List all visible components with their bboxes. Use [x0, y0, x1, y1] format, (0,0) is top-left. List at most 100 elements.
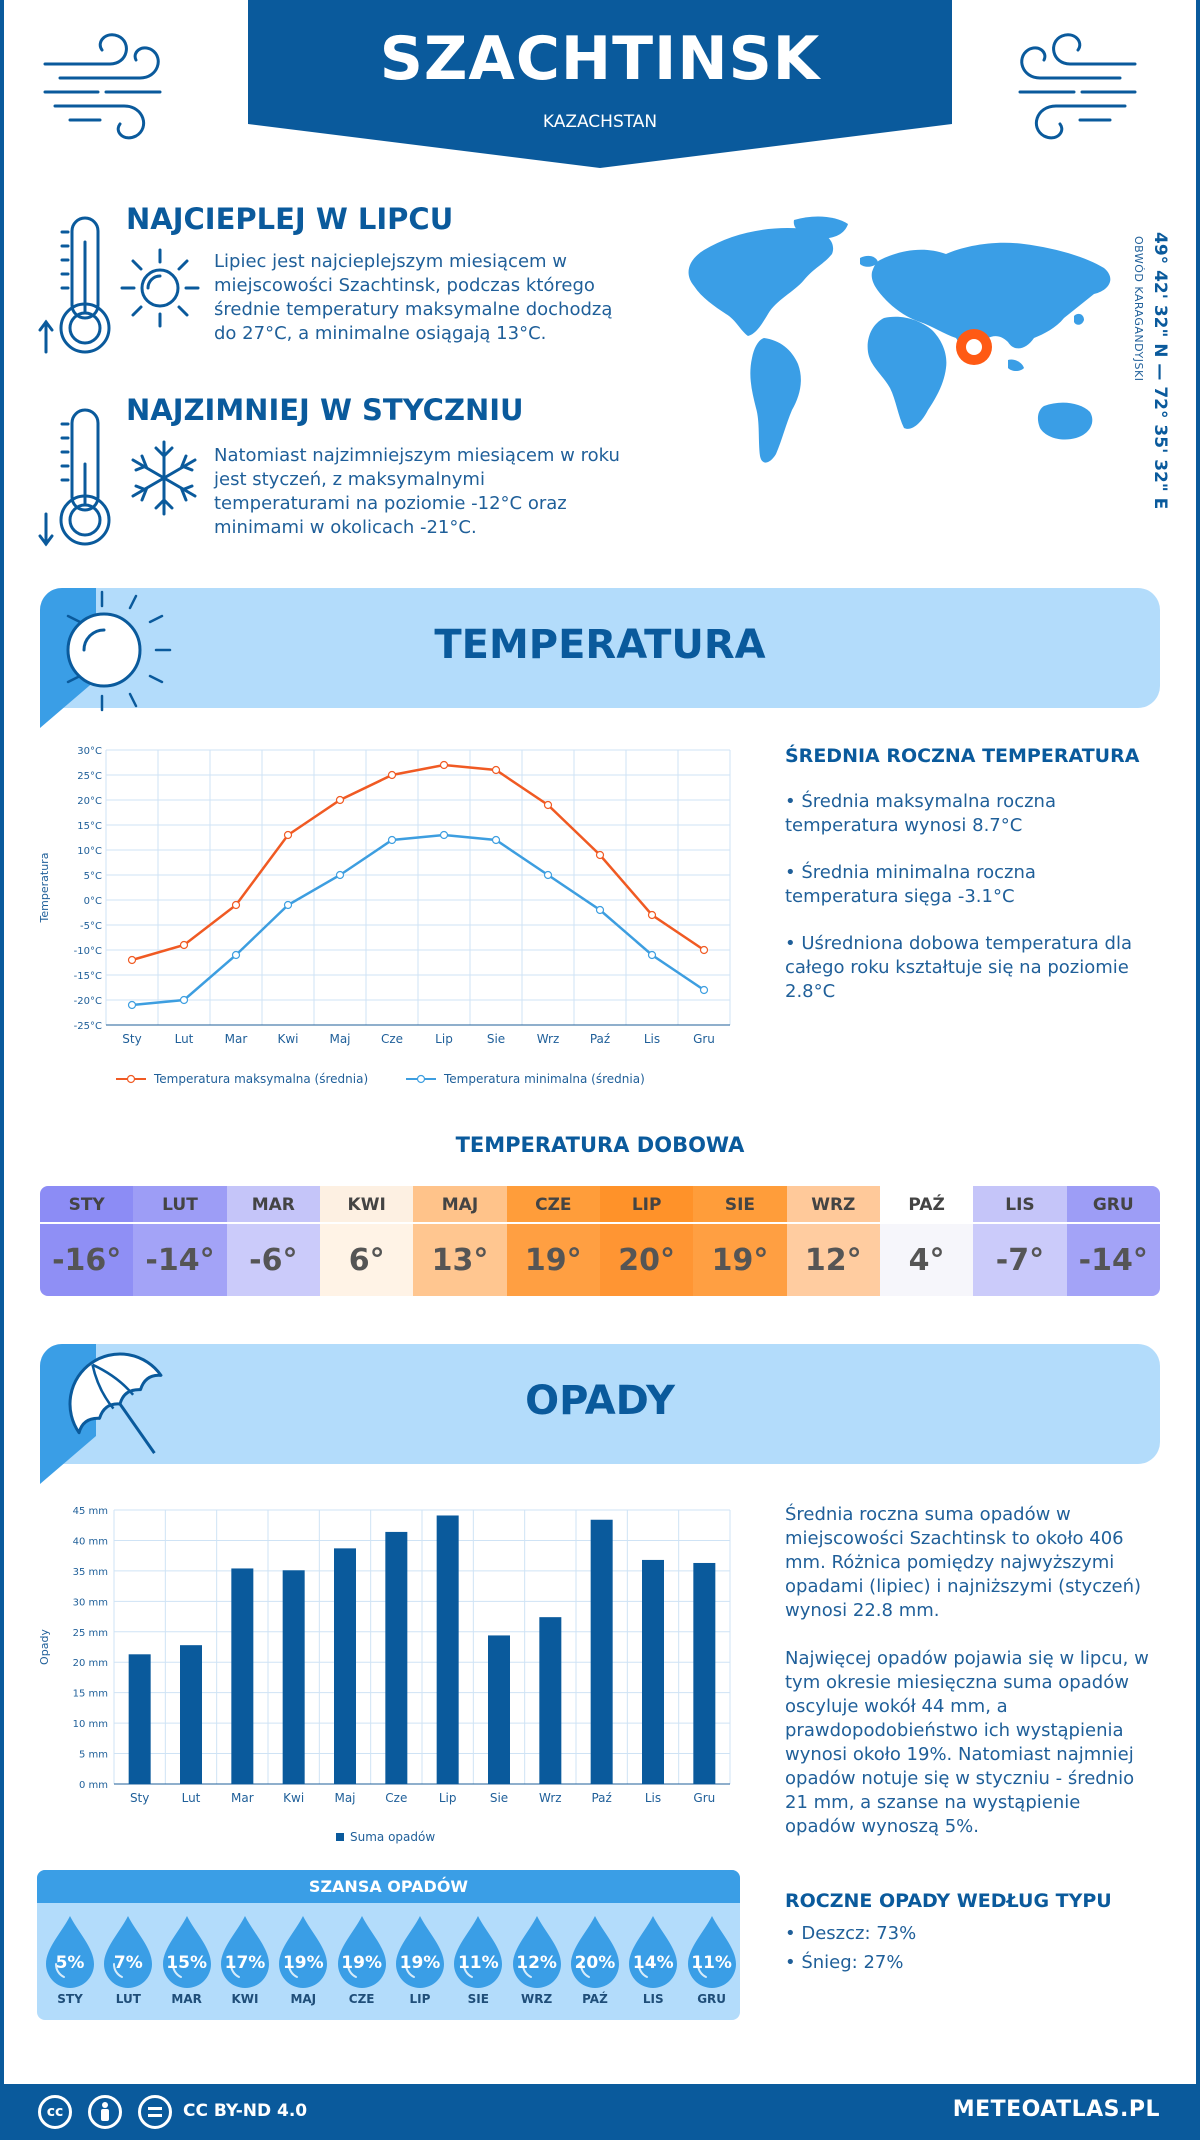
precip-bar: [693, 1562, 716, 1784]
precip-chance-item: 11% SIE: [449, 1914, 507, 2014]
precip-chance-value: 11%: [457, 1953, 499, 1973]
legend-label: Temperatura minimalna (średnia): [443, 1072, 645, 1086]
data-point: [231, 950, 241, 960]
data-point: [491, 765, 501, 775]
x-tick-label: Sie: [487, 1032, 505, 1046]
site-link[interactable]: METEOATLAS.PL: [952, 2097, 1160, 2122]
raindrop-icon: [629, 1916, 678, 1988]
y-tick-label: 25°C: [77, 771, 102, 782]
raindrop-icon: [104, 1916, 153, 1988]
data-point: [179, 995, 189, 1005]
x-tick-label: Kwi: [283, 1791, 304, 1805]
daily-month-label: MAJ: [413, 1186, 507, 1224]
precip-chance-value: 17%: [224, 1953, 266, 1973]
daily-temp-column: STY -16°: [40, 1186, 134, 1296]
license-label: CC BY-ND 4.0: [183, 2101, 308, 2121]
y-tick-label: -5°C: [80, 921, 102, 932]
series-line-min: [131, 833, 705, 1007]
data-point: [335, 795, 345, 805]
daily-month-label: GRU: [1066, 1186, 1160, 1224]
legend-marker: [416, 1074, 426, 1084]
data-point: [647, 910, 657, 920]
snowflake-icon: [131, 440, 197, 516]
temperature-banner: [40, 588, 1160, 708]
precip-chance-month: KWI: [231, 1992, 259, 2006]
y-tick-label: 35 mm: [73, 1567, 108, 1578]
legend-marker: [126, 1074, 136, 1084]
precip-chance-item: 19% MAJ: [274, 1914, 332, 2014]
data-point: [543, 800, 553, 810]
y-tick-label: -10°C: [74, 946, 102, 957]
raindrop-icon: [454, 1916, 503, 1988]
precip-chance-title: SZANSA OPADÓW: [37, 1870, 740, 1903]
precip-chance-month: MAJ: [290, 1992, 317, 2006]
precip-bar: [282, 1570, 305, 1784]
x-tick-label: Mar: [231, 1791, 254, 1805]
precip-chance-value: 12%: [516, 1953, 557, 1973]
temperature-section-title: TEMPERATURA: [434, 622, 766, 668]
daily-temp-column: KWI 6°: [319, 1186, 414, 1296]
daily-month-label: LIP: [599, 1186, 694, 1224]
precip-chance-month: LUT: [115, 1992, 141, 2006]
precip-chance-value: 14%: [632, 1953, 674, 1973]
legend-label: Temperatura maksymalna (średnia): [153, 1072, 368, 1086]
daily-temp-title: TEMPERATURA DOBOWA: [455, 1133, 745, 1157]
y-tick-label: 30°C: [77, 746, 102, 757]
precip-chance-value: 7%: [113, 1953, 143, 1973]
x-tick-label: Sty: [122, 1032, 141, 1046]
precip-chance-month: PAŹ: [582, 1992, 608, 2006]
daily-month-label: SIE: [693, 1186, 787, 1224]
data-point: [491, 835, 501, 845]
data-point: [647, 950, 657, 960]
city-name: SZACHTINSK: [379, 24, 821, 94]
x-tick-label: Sie: [490, 1791, 508, 1805]
precip-chance-item: 19% LIP: [391, 1914, 449, 2014]
precip-chance-item: 20% PAŹ: [566, 1914, 624, 2014]
data-point: [595, 905, 605, 915]
raindrop-icon: [570, 1916, 619, 1988]
daily-temp-value: 12°: [786, 1224, 880, 1296]
precip-detail-text: Najwięcej opadów pojawia się w lipcu, w …: [785, 1648, 1149, 1837]
daily-temp-value: 6°: [319, 1224, 414, 1296]
precip-bar: [385, 1531, 408, 1784]
y-tick-label: -15°C: [74, 971, 102, 982]
precip-chance-value: 19%: [282, 1953, 324, 1973]
wind-icon: [43, 33, 162, 140]
data-point: [543, 870, 553, 880]
x-tick-label: Paź: [590, 1032, 610, 1046]
daily-month-label: CZE: [506, 1186, 600, 1224]
precip-chance-month: SIE: [467, 1992, 489, 2006]
y-axis-label: Opady: [38, 1629, 51, 1665]
precip-chance-item: 17% KWI: [216, 1914, 274, 2014]
world-map: [688, 216, 1111, 463]
precip-chance-value: 20%: [574, 1953, 616, 1973]
data-point: [283, 830, 293, 840]
x-tick-label: Sty: [130, 1791, 149, 1805]
y-tick-label: 40 mm: [73, 1536, 108, 1547]
daily-month-label: STY: [40, 1186, 134, 1224]
data-point: [387, 835, 397, 845]
x-tick-label: Gru: [693, 1791, 715, 1805]
y-tick-label: 10 mm: [73, 1719, 108, 1730]
daily-temp-value: -14°: [133, 1224, 227, 1296]
precip-chance-value: 11%: [691, 1953, 732, 1973]
x-tick-label: Lut: [175, 1032, 194, 1046]
precip-chance-item: 12% WRZ: [508, 1914, 566, 2014]
precipitation-section-title: OPADY: [525, 1378, 675, 1424]
sun-banner-icon: [40, 588, 172, 728]
precip-type-snow: • Śnieg: 27%: [785, 1952, 904, 1973]
x-tick-label: Gru: [693, 1032, 715, 1046]
raindrop-icon: [395, 1916, 444, 1988]
data-point: [699, 945, 709, 955]
data-point: [283, 900, 293, 910]
data-point: [179, 940, 189, 950]
precip-types-title: ROCZNE OPADY WEDŁUG TYPU: [785, 1890, 1112, 1912]
coldest-title: NAJZIMNIEJ W STYCZNIU: [126, 393, 524, 427]
data-point: [387, 770, 397, 780]
x-tick-label: Cze: [385, 1791, 407, 1805]
precip-bar: [436, 1515, 459, 1784]
precip-chance-month: LIS: [642, 1992, 664, 2006]
precip-bar: [231, 1568, 254, 1784]
x-tick-label: Wrz: [539, 1791, 562, 1805]
y-tick-label: 0 mm: [79, 1780, 108, 1791]
